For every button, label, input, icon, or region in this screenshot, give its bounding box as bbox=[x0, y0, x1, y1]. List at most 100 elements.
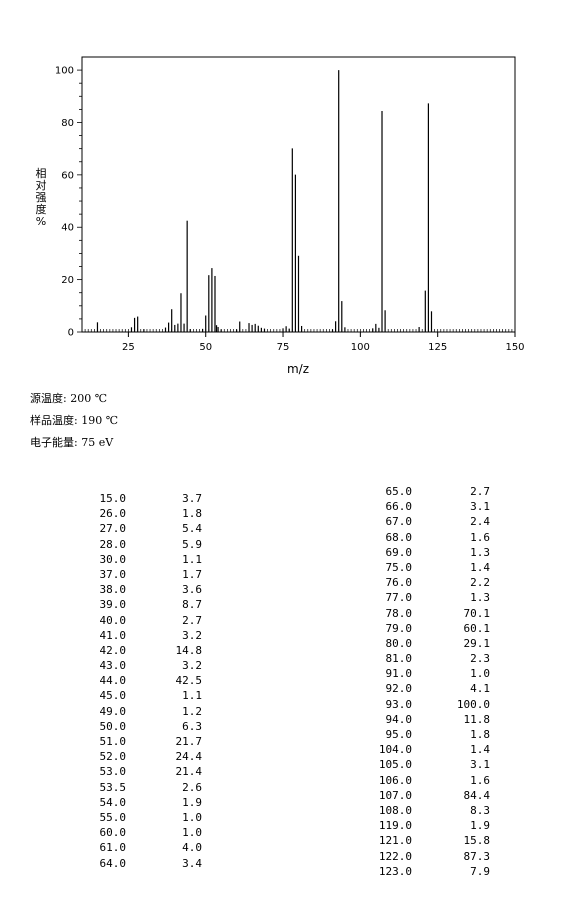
peak-table-row: 68.0 1.6 bbox=[371, 530, 491, 545]
peak-mz: 69.0 bbox=[385, 545, 413, 559]
x-tick-label: 50 bbox=[199, 342, 212, 353]
x-tick-label: 25 bbox=[122, 342, 135, 353]
peak-table-row: 94.0 11.8 bbox=[371, 712, 491, 727]
peak-table-row: 37.0 1.7 bbox=[82, 567, 203, 582]
y-axis-label-char: % bbox=[35, 215, 47, 228]
peak-table-row: 49.0 1.2 bbox=[82, 704, 203, 719]
peak-intensity: 1.1 bbox=[182, 689, 202, 703]
peak-intensity: 1.1 bbox=[182, 552, 202, 566]
peak-mz: 79.0 bbox=[385, 621, 413, 635]
acquisition-conditions: 源温度: 200 ℃ 样品温度: 190 ℃ 电子能量: 75 eV bbox=[30, 388, 118, 454]
y-axis-label-char: 强 bbox=[35, 191, 47, 204]
peak-table-row: 67.0 2.4 bbox=[371, 514, 491, 529]
peak-intensity: 1.3 bbox=[470, 545, 490, 559]
peak-intensity: 2.4 bbox=[470, 515, 490, 529]
peak-table-row: 42.0 14.8 bbox=[82, 643, 203, 658]
peak-mz: 39.0 bbox=[99, 598, 127, 612]
peak-table-row: 92.0 4.1 bbox=[371, 681, 491, 696]
peak-intensity: 15.8 bbox=[463, 834, 491, 848]
peak-intensity: 3.1 bbox=[470, 758, 490, 772]
y-axis-label-char: 度 bbox=[35, 203, 47, 216]
peak-intensity: 3.1 bbox=[470, 500, 490, 514]
peak-table-row: 80.0 29.1 bbox=[371, 636, 491, 651]
source-temperature: 源温度: 200 ℃ bbox=[30, 392, 107, 405]
y-tick-label: 60 bbox=[61, 170, 74, 181]
peak-mz: 54.0 bbox=[99, 795, 127, 809]
peak-intensity: 1.2 bbox=[182, 704, 202, 718]
peak-intensity: 6.3 bbox=[182, 719, 202, 733]
peak-table-row: 61.0 4.0 bbox=[82, 840, 203, 855]
peak-table-row: 64.0 3.4 bbox=[82, 856, 203, 871]
y-axis-label-char: 对 bbox=[35, 179, 47, 192]
peak-table-row: 53.5 2.6 bbox=[82, 780, 203, 795]
peak-mz: 106.0 bbox=[378, 773, 412, 787]
peak-intensity: 2.7 bbox=[470, 485, 490, 498]
peak-intensity: 21.7 bbox=[175, 735, 203, 748]
peak-mz: 61.0 bbox=[99, 841, 127, 855]
peak-intensity: 2.6 bbox=[182, 780, 202, 794]
peak-intensity: 1.0 bbox=[182, 810, 202, 824]
peak-table-row: 65.0 2.7 bbox=[371, 484, 491, 499]
peak-intensity: 4.0 bbox=[182, 841, 202, 855]
peak-mz: 77.0 bbox=[385, 591, 413, 605]
peak-mz: 81.0 bbox=[385, 652, 413, 666]
peak-intensity: 100.0 bbox=[456, 697, 490, 711]
peak-table-row: 53.0 21.4 bbox=[82, 764, 203, 779]
peak-intensity: 11.8 bbox=[463, 712, 491, 726]
peak-table-row: 66.0 3.1 bbox=[371, 499, 491, 514]
peak-mz: 64.0 bbox=[99, 856, 127, 870]
peak-mz: 44.0 bbox=[99, 674, 127, 688]
peak-mz: 40.0 bbox=[99, 613, 127, 627]
peak-table-row: 78.0 70.1 bbox=[371, 606, 491, 621]
peak-table-row: 77.0 1.3 bbox=[371, 590, 491, 605]
peak-intensity: 2.3 bbox=[470, 652, 490, 666]
peak-mz: 108.0 bbox=[378, 803, 412, 817]
peak-mz: 121.0 bbox=[378, 834, 412, 848]
peak-table-row: 44.0 42.5 bbox=[82, 673, 203, 688]
peak-table-row: 105.0 3.1 bbox=[371, 757, 490, 772]
y-tick-label: 20 bbox=[61, 275, 74, 286]
peak-intensity: 1.9 bbox=[182, 795, 202, 809]
peak-mz: 51.0 bbox=[99, 735, 127, 748]
peak-table-row: 104.0 1.4 bbox=[371, 742, 490, 757]
peak-mz: 26.0 bbox=[99, 507, 127, 521]
peak-intensity: 21.4 bbox=[175, 765, 203, 779]
peak-mz: 91.0 bbox=[385, 667, 413, 681]
peak-table-right: 65.0 2.7 66.0 3.1 67.0 2.4 68.0 1.6 69.0 1.3 75.0 1… bbox=[371, 484, 490, 879]
peak-table-row: 45.0 1.1 bbox=[82, 688, 203, 703]
peak-mz: 123.0 bbox=[378, 864, 412, 878]
y-tick-label: 40 bbox=[61, 223, 74, 234]
peak-mz: 105.0 bbox=[378, 758, 412, 772]
peak-table-row: 50.0 6.3 bbox=[82, 719, 203, 734]
peak-intensity: 1.7 bbox=[182, 567, 202, 581]
peak-table-row: 51.0 21.7 bbox=[82, 734, 203, 749]
peak-mz: 107.0 bbox=[378, 788, 412, 802]
peak-mz: 119.0 bbox=[378, 819, 412, 833]
peak-intensity: 7.9 bbox=[470, 864, 490, 878]
y-tick-label: 80 bbox=[61, 118, 74, 129]
peak-table-row: 95.0 1.8 bbox=[371, 727, 491, 742]
x-tick-label: 125 bbox=[428, 342, 447, 353]
y-tick-label: 0 bbox=[68, 328, 74, 339]
peak-table-row: 119.0 1.9 bbox=[371, 818, 490, 833]
peak-intensity: 70.1 bbox=[463, 606, 491, 620]
peak-table-row: 121.0 15.8 bbox=[371, 833, 490, 848]
peak-mz: 75.0 bbox=[385, 560, 413, 574]
y-tick-label: 100 bbox=[55, 66, 74, 77]
sample-temperature: 样品温度: 190 ℃ bbox=[30, 414, 118, 427]
peak-mz: 80.0 bbox=[385, 636, 413, 650]
electron-energy: 电子能量: 75 eV bbox=[30, 436, 114, 449]
peak-mz: 41.0 bbox=[99, 628, 127, 642]
peak-mz: 50.0 bbox=[99, 719, 127, 733]
peak-mz: 49.0 bbox=[99, 704, 127, 718]
peak-table-row: 60.0 1.0 bbox=[82, 825, 203, 840]
peak-intensity: 3.4 bbox=[182, 856, 202, 870]
peak-table-row: 41.0 3.2 bbox=[82, 628, 203, 643]
peak-table-row: 81.0 2.3 bbox=[371, 651, 491, 666]
peak-table-row: 91.0 1.0 bbox=[371, 666, 491, 681]
peak-mz: 28.0 bbox=[99, 537, 127, 551]
peak-table-row: 28.0 5.9 bbox=[82, 537, 203, 552]
peak-mz: 52.0 bbox=[99, 750, 127, 764]
x-tick-label: 100 bbox=[351, 342, 370, 353]
peak-intensity: 84.4 bbox=[463, 788, 491, 802]
